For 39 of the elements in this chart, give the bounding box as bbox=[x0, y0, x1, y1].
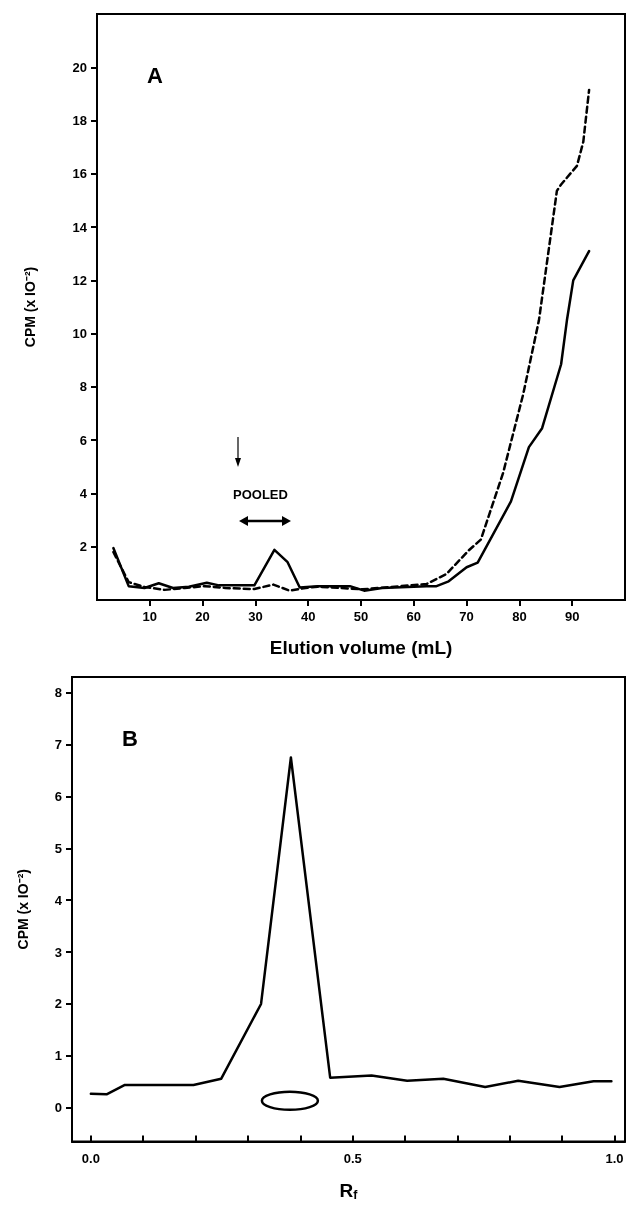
y-tick-label: 20 bbox=[72, 59, 87, 75]
y-tick-label: 16 bbox=[72, 166, 87, 182]
y-tick-label: 0 bbox=[54, 1100, 62, 1116]
line-series bbox=[89, 756, 613, 1096]
text: A bbox=[147, 62, 163, 88]
x-tick-label: 60 bbox=[406, 609, 422, 624]
x-tick-label: 0.5 bbox=[343, 1150, 362, 1166]
line-series bbox=[112, 88, 591, 592]
x-tick-label: 0.0 bbox=[81, 1150, 100, 1166]
y-tick-label: 2 bbox=[79, 539, 87, 555]
x-tick-label: 40 bbox=[300, 609, 316, 624]
y-axis-title: CPM (x IO⁻²) bbox=[22, 266, 38, 348]
x-tick-label: 80 bbox=[512, 609, 527, 624]
annotation: POOLED bbox=[233, 487, 288, 502]
y-tick-label: 12 bbox=[72, 272, 87, 288]
y-tick-label: 5 bbox=[54, 840, 62, 856]
y-tick-label: 6 bbox=[79, 432, 87, 448]
y-tick-label: 18 bbox=[72, 113, 87, 129]
x-tick-label: 50 bbox=[353, 609, 369, 624]
y-tick-label: 8 bbox=[54, 685, 62, 701]
text: B bbox=[122, 725, 138, 751]
x-tick-label: 90 bbox=[564, 609, 580, 624]
y-tick-label: 3 bbox=[54, 944, 62, 960]
x-tick-label: 1.0 bbox=[605, 1150, 624, 1166]
x-tick-label: 70 bbox=[459, 609, 474, 624]
y-axis-title: CPM (x IO⁻²) bbox=[15, 869, 31, 950]
y-tick-label: 14 bbox=[72, 219, 88, 235]
y-tick-label: 4 bbox=[54, 892, 63, 908]
y-tick-label: 8 bbox=[79, 379, 87, 395]
y-tick-label: 10 bbox=[72, 326, 87, 342]
x-tick-label: 20 bbox=[195, 609, 210, 624]
x-tick-label: 30 bbox=[248, 609, 263, 624]
x-tick-label: 10 bbox=[142, 609, 158, 624]
x-axis-title: Elution volume (mL) bbox=[269, 637, 453, 658]
y-tick-label: 6 bbox=[54, 788, 62, 804]
y-tick-label: 4 bbox=[79, 485, 88, 501]
y-tick-label: 2 bbox=[54, 996, 62, 1012]
y-tick-label: 7 bbox=[54, 736, 62, 752]
y-tick-label: 1 bbox=[54, 1048, 62, 1064]
